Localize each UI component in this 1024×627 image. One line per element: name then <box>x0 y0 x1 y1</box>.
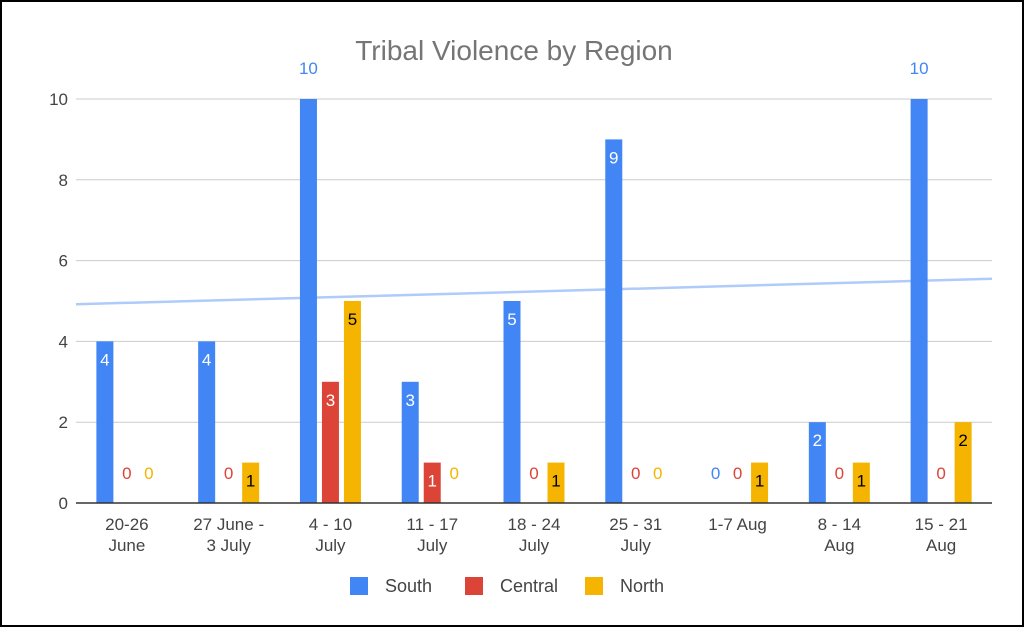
data-label: 1 <box>755 472 764 491</box>
bar-south <box>605 139 623 503</box>
data-label: 10 <box>299 59 318 78</box>
legend-label-south: South <box>385 576 432 596</box>
bar-south <box>503 301 521 503</box>
data-label: 0 <box>449 464 458 483</box>
y-tick-label: 2 <box>59 413 68 432</box>
x-tick-label: 4 - 10 <box>309 515 352 534</box>
x-tick-label: July <box>519 536 550 555</box>
data-label: 4 <box>100 350 109 369</box>
legend-label-north: North <box>620 576 664 596</box>
data-label: 9 <box>609 148 618 167</box>
data-label: 0 <box>936 464 945 483</box>
y-tick-label: 10 <box>49 90 68 109</box>
bar-central <box>423 462 441 503</box>
data-label: 5 <box>507 310 516 329</box>
legend-swatch-north <box>585 577 603 595</box>
legend-label-central: Central <box>500 576 558 596</box>
legend-swatch-central <box>465 577 483 595</box>
data-label: 0 <box>653 464 662 483</box>
data-label: 0 <box>224 464 233 483</box>
data-label: 1 <box>246 472 255 491</box>
data-label: 10 <box>910 59 929 78</box>
bar-north <box>343 301 361 503</box>
bars-group <box>96 99 972 503</box>
chart-title: Tribal Violence by Region <box>355 35 673 66</box>
y-tick-label: 0 <box>59 494 68 513</box>
data-label: 0 <box>733 464 742 483</box>
data-label: 0 <box>835 464 844 483</box>
x-tick-label: 27 June - <box>193 515 264 534</box>
data-label: 0 <box>144 464 153 483</box>
data-label: 5 <box>348 310 357 329</box>
x-tick-label: 1-7 Aug <box>708 515 767 534</box>
trendline <box>75 277 993 306</box>
data-label: 0 <box>711 464 720 483</box>
data-label: 3 <box>326 391 335 410</box>
x-tick-label: 8 - 14 <box>818 515 861 534</box>
data-label: 0 <box>631 464 640 483</box>
y-tick-label: 8 <box>59 171 68 190</box>
x-tick-label: Aug <box>824 536 854 555</box>
x-tick-label: July <box>315 536 346 555</box>
bar-south <box>198 341 216 503</box>
bar-north <box>751 462 769 503</box>
x-tick-label: July <box>621 536 652 555</box>
trendline-group <box>75 277 993 306</box>
x-tick-label: 25 - 31 <box>609 515 662 534</box>
bar-south <box>808 422 826 503</box>
y-axis: 0 2 4 6 8 10 <box>49 90 68 513</box>
data-label: 0 <box>529 464 538 483</box>
legend-swatch-south <box>350 577 368 595</box>
x-tick-label: 11 - 17 <box>406 515 458 534</box>
bar-south <box>96 341 114 503</box>
bar-north <box>852 462 870 503</box>
x-axis: 20-26 June 27 June - 3 July 4 - 10 July 11 - 1… <box>76 502 992 555</box>
data-label: 1 <box>551 472 560 491</box>
data-label: 1 <box>427 472 436 491</box>
bar-south <box>401 381 419 503</box>
x-tick-label: Aug <box>926 536 956 555</box>
x-tick-label: 3 July <box>206 536 251 555</box>
bar-south <box>299 99 317 503</box>
y-tick-label: 6 <box>59 252 68 271</box>
bar-south <box>910 99 928 503</box>
legend: South Central North <box>350 576 664 596</box>
y-tick-label: 4 <box>59 332 68 351</box>
x-tick-label: 18 - 24 <box>508 515 561 534</box>
data-label: 2 <box>958 431 967 450</box>
data-label: 0 <box>122 464 131 483</box>
data-label: 4 <box>202 350 211 369</box>
bar-north <box>954 422 972 503</box>
x-tick-label: 15 - 21 <box>915 515 968 534</box>
x-tick-label: July <box>417 536 448 555</box>
data-label: 1 <box>857 472 866 491</box>
bar-north <box>242 462 260 503</box>
x-tick-label: June <box>108 536 145 555</box>
bar-north <box>547 462 565 503</box>
x-tick-label: 20-26 <box>105 515 148 534</box>
data-label: 2 <box>813 431 822 450</box>
gridlines <box>76 98 992 423</box>
bar-central <box>321 381 339 503</box>
data-label: 3 <box>405 391 414 410</box>
